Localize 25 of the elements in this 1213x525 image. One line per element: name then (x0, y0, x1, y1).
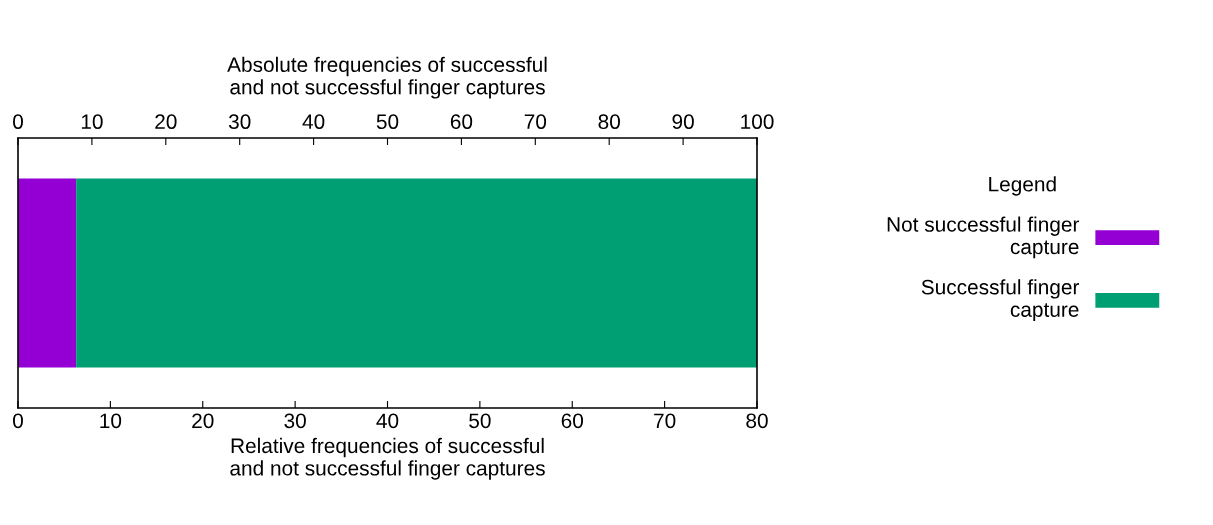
x-tick-label: 60 (561, 413, 584, 429)
x2-tick-label: 50 (376, 114, 399, 130)
legend-label: Not successful finger capture (887, 216, 1080, 259)
x2-tick-label: 60 (450, 114, 473, 130)
x2-tick-label: 40 (302, 114, 325, 130)
x2-tick-label: 80 (598, 114, 620, 130)
x2-tick-label: 20 (155, 114, 177, 130)
x2-axis-title: Absolute frequencies of successful and not successful finger captures (227, 56, 547, 99)
x-tick-label: 20 (192, 413, 214, 429)
x2-tick-label: 10 (81, 114, 103, 130)
legend-label: Successful finger capture (921, 279, 1080, 322)
x-tick-label: 10 (100, 413, 122, 429)
x2-tick-label: 30 (228, 114, 251, 130)
x-tick-label: 80 (746, 413, 768, 429)
x-tick-label: 50 (469, 413, 491, 429)
x-tick-label: 70 (654, 413, 676, 429)
legend-title: Legend (989, 176, 1056, 196)
x-tick-label: 30 (284, 413, 306, 429)
x2-tick-label: 90 (672, 114, 694, 130)
x2-tick-label: 70 (524, 114, 547, 130)
x-tick-label: 40 (376, 413, 399, 429)
x2-tick-label: 100 (741, 114, 774, 130)
x-axis-title: Relative frequencies of successful and not successful finger captures (230, 437, 545, 480)
x2-tick-label: 0 (13, 114, 23, 130)
x-tick-label: 0 (13, 413, 23, 429)
